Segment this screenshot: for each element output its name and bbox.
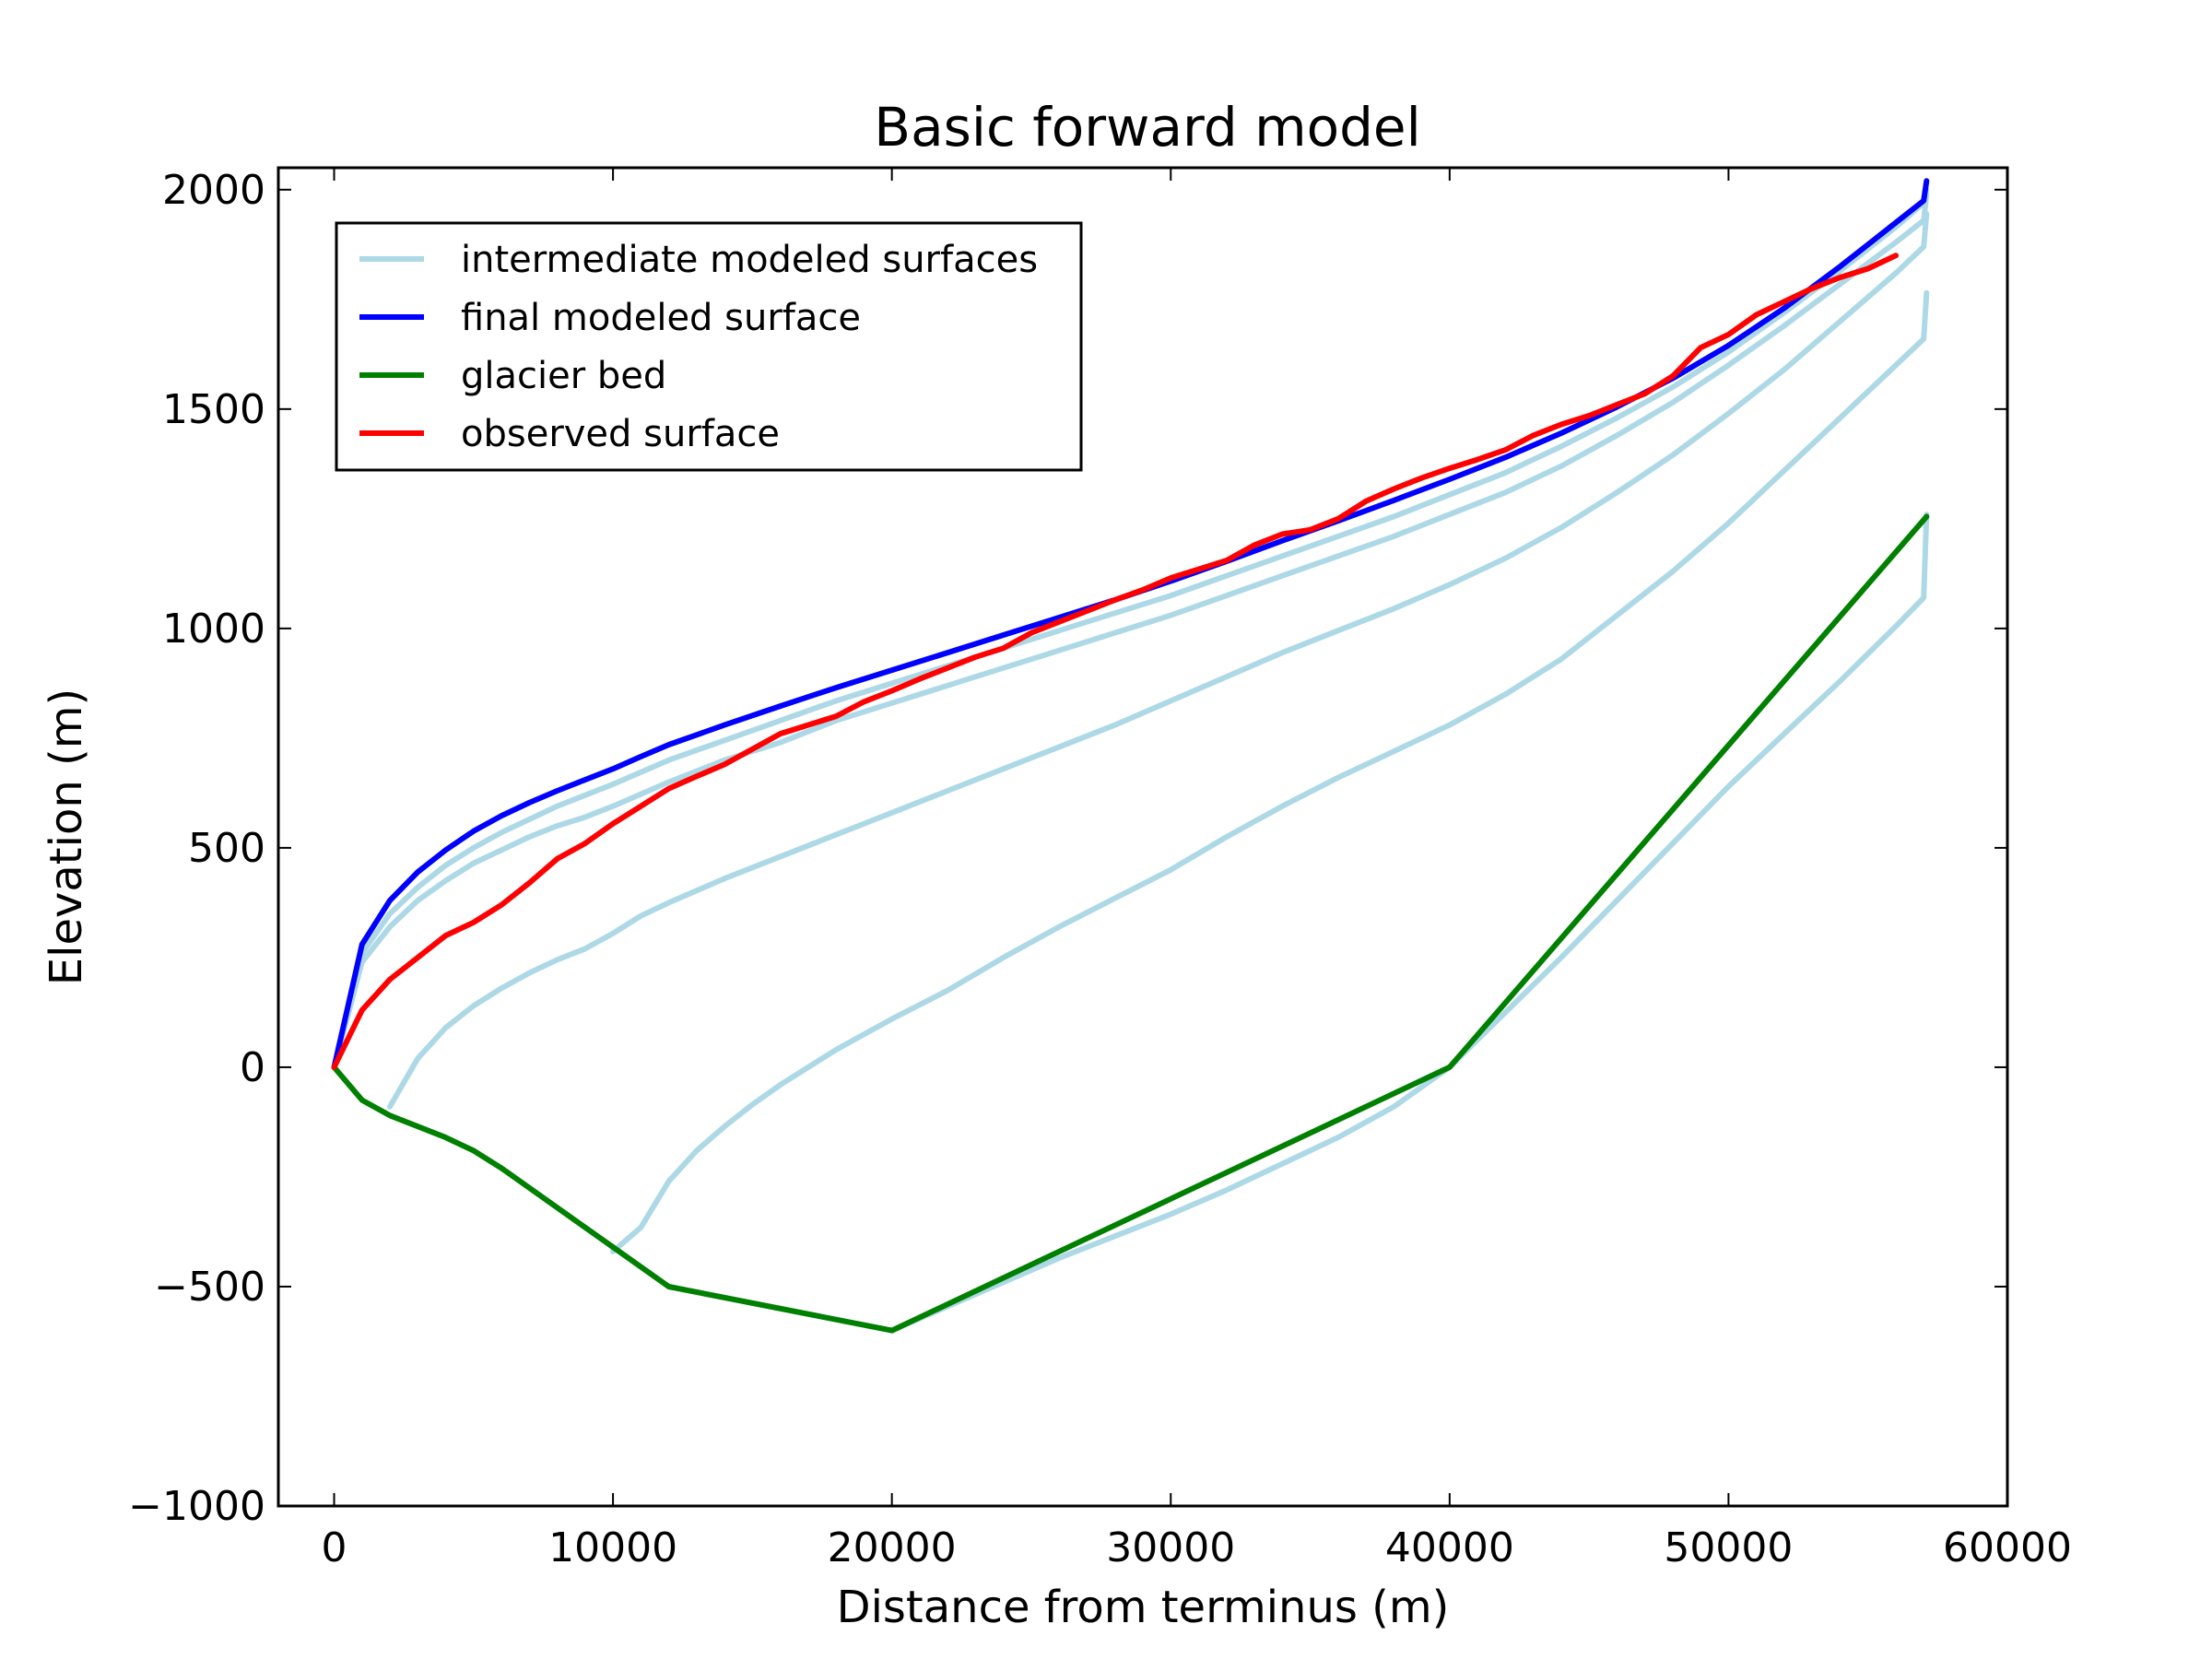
chart-title: Basic forward model — [874, 96, 1420, 159]
series-line-bed-6 — [331, 513, 1930, 1334]
y-tick-label: 0 — [240, 1044, 265, 1091]
x-tick-label: 0 — [322, 1524, 347, 1571]
x-tick-label: 60000 — [1943, 1524, 2072, 1571]
plot-area — [331, 178, 1930, 1334]
x-tick-label: 40000 — [1385, 1524, 1514, 1571]
y-tick-label: 500 — [188, 825, 265, 872]
axes-frame — [276, 166, 2009, 1508]
series-line-observed-7 — [331, 253, 1899, 1070]
legend-label-bed: glacier bed — [461, 355, 666, 397]
y-axis-label: Elevation (m) — [41, 688, 92, 985]
axis-ticks: 0 10000 20000 30000 40000 50000 60000−1000−500… — [128, 167, 2072, 1571]
y-tick-label: 1500 — [162, 386, 265, 433]
legend-label-observed: observed surface — [461, 413, 780, 455]
y-tick-label: 2000 — [162, 167, 265, 214]
series-line-intermediate-4 — [665, 512, 1930, 1334]
x-tick-label: 20000 — [828, 1524, 957, 1571]
x-tick-label: 50000 — [1664, 1524, 1793, 1571]
x-axis-label: Distance from terminus (m) — [837, 1582, 1450, 1633]
series-line-intermediate-3 — [331, 186, 1930, 1070]
legend-box — [335, 221, 1083, 472]
x-tick-label: 30000 — [1106, 1524, 1235, 1571]
series-line-intermediate-0 — [610, 289, 1930, 1254]
y-tick-label: 1000 — [162, 606, 265, 653]
legend-label-final: final modeled surface — [461, 297, 861, 339]
series-line-intermediate-2 — [331, 191, 1930, 1070]
y-tick-label: −1000 — [128, 1483, 265, 1530]
legend: intermediate modeled surfaces final mode… — [335, 221, 1083, 472]
legend-label-intermediate: intermediate modeled surfaces — [461, 239, 1038, 281]
y-tick-label: −500 — [154, 1264, 265, 1311]
x-tick-label: 10000 — [548, 1524, 677, 1571]
series-line-intermediate-1 — [387, 211, 1930, 1110]
